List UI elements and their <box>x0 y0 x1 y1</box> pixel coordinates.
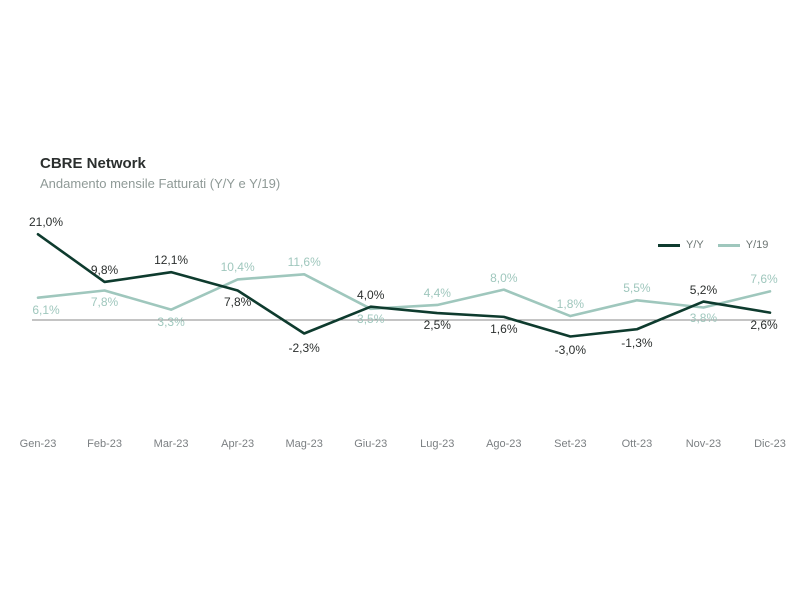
data-label-yy: 4,0% <box>357 288 384 302</box>
data-label-y19: 10,4% <box>221 260 255 274</box>
x-axis-label: Mag-23 <box>286 438 323 450</box>
data-label-yy: 9,8% <box>91 263 118 277</box>
data-label-y19: 11,6% <box>288 255 321 269</box>
data-label-y19: 1,8% <box>557 297 584 311</box>
data-label-yy: 2,5% <box>424 318 451 332</box>
data-label-y19: 7,8% <box>91 295 118 309</box>
x-axis-label: Apr-23 <box>221 438 254 450</box>
x-axis-label: Ago-23 <box>486 438 521 450</box>
data-label-y19: 6,1% <box>32 303 59 317</box>
legend-item-y19: Y/19 <box>718 239 769 251</box>
legend-item-yy: Y/Y <box>658 239 704 251</box>
legend-swatch-y19 <box>718 244 740 247</box>
x-axis-label: Ott-23 <box>622 438 653 450</box>
x-axis-label: Dic-23 <box>754 438 786 450</box>
data-label-y19: 3,5% <box>357 312 384 326</box>
x-axis-label: Giu-23 <box>354 438 387 450</box>
x-axis-label: Mar-23 <box>154 438 189 450</box>
legend: Y/Y Y/19 <box>658 239 768 251</box>
legend-swatch-yy <box>658 244 680 247</box>
data-label-yy: 1,6% <box>490 322 517 336</box>
legend-label-yy: Y/Y <box>686 239 704 251</box>
chart-svg <box>0 0 800 600</box>
data-label-y19: 4,4% <box>424 286 451 300</box>
x-axis-label: Lug-23 <box>420 438 454 450</box>
data-label-yy: -2,3% <box>288 341 319 355</box>
data-label-yy: 5,2% <box>690 283 717 297</box>
data-label-yy: -3,0% <box>555 343 586 357</box>
legend-label-y19: Y/19 <box>746 239 769 251</box>
x-axis-label: Set-23 <box>554 438 586 450</box>
data-label-y19: 3,8% <box>690 311 717 325</box>
data-label-y19: 3,3% <box>157 315 184 329</box>
data-label-y19: 7,6% <box>750 272 777 286</box>
data-label-yy: 2,6% <box>750 318 777 332</box>
data-label-y19: 5,5% <box>623 281 650 295</box>
data-label-yy: 7,8% <box>224 295 251 309</box>
data-label-yy: -1,3% <box>621 336 652 350</box>
x-axis-label: Feb-23 <box>87 438 122 450</box>
chart-container: CBRE NetworkAndamento mensile Fatturati … <box>0 0 800 600</box>
data-label-y19: 8,0% <box>490 271 517 285</box>
x-axis-label: Nov-23 <box>686 438 721 450</box>
data-label-yy: 12,1% <box>154 253 188 267</box>
data-label-yy: 21,0% <box>29 215 63 229</box>
x-axis-label: Gen-23 <box>20 438 57 450</box>
